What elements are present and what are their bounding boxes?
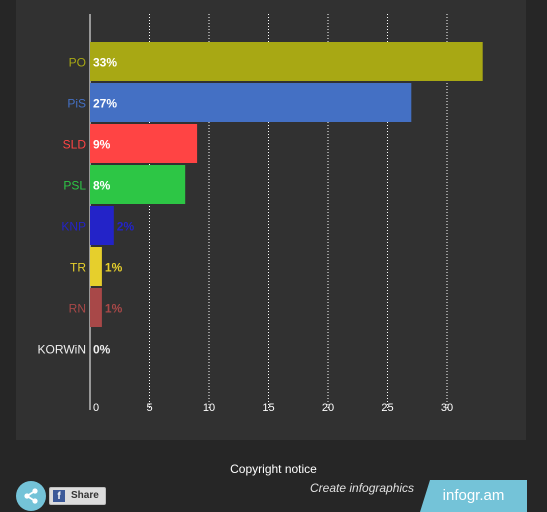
x-tick-label: 30 — [441, 402, 453, 414]
data-label: 9% — [93, 138, 111, 152]
share-icon — [24, 488, 38, 504]
x-tick-label: 20 — [322, 402, 334, 414]
x-tick-label: 25 — [381, 402, 393, 414]
bar — [90, 83, 412, 122]
x-tick-label: 5 — [146, 402, 152, 414]
category-label: SLD — [63, 138, 87, 152]
category-label: RN — [69, 302, 86, 316]
category-label: TR — [70, 261, 86, 275]
category-label: PO — [69, 56, 86, 70]
data-label: 33% — [93, 56, 117, 70]
data-label: 27% — [93, 97, 117, 111]
infogram-brand-badge[interactable]: infogr.am — [420, 480, 527, 512]
create-infographics-link[interactable]: Create infographics — [310, 481, 415, 495]
bar — [90, 42, 483, 81]
data-label: 1% — [105, 261, 123, 275]
facebook-share-label: Share — [71, 490, 99, 501]
data-label: 2% — [117, 220, 135, 234]
category-label: KNP — [61, 220, 86, 234]
bar-chart: 0 5 10 15 20 25 30 PO 33% PiS 27% SLD 9% PSL 8% KNP 2% TR… — [38, 14, 483, 414]
bar — [90, 247, 102, 286]
x-tick-label: 10 — [203, 402, 215, 414]
x-tick-label: 15 — [262, 402, 274, 414]
bar — [90, 206, 114, 245]
copyright-notice: Copyright notice — [230, 462, 317, 476]
bar — [90, 288, 102, 327]
share-button[interactable] — [16, 481, 46, 511]
category-label: PiS — [67, 97, 86, 111]
brand-logo-text: infogr.am — [442, 487, 505, 504]
facebook-icon: f — [53, 490, 65, 502]
data-label: 8% — [93, 179, 111, 193]
category-label: KORWiN — [38, 343, 86, 357]
data-label: 1% — [105, 302, 123, 316]
bar — [90, 124, 198, 163]
bar — [90, 165, 186, 204]
x-tick-label: 0 — [93, 402, 99, 414]
data-label: 0% — [93, 343, 111, 357]
facebook-share-button[interactable]: f Share — [49, 487, 106, 505]
category-label: PSL — [63, 179, 86, 193]
